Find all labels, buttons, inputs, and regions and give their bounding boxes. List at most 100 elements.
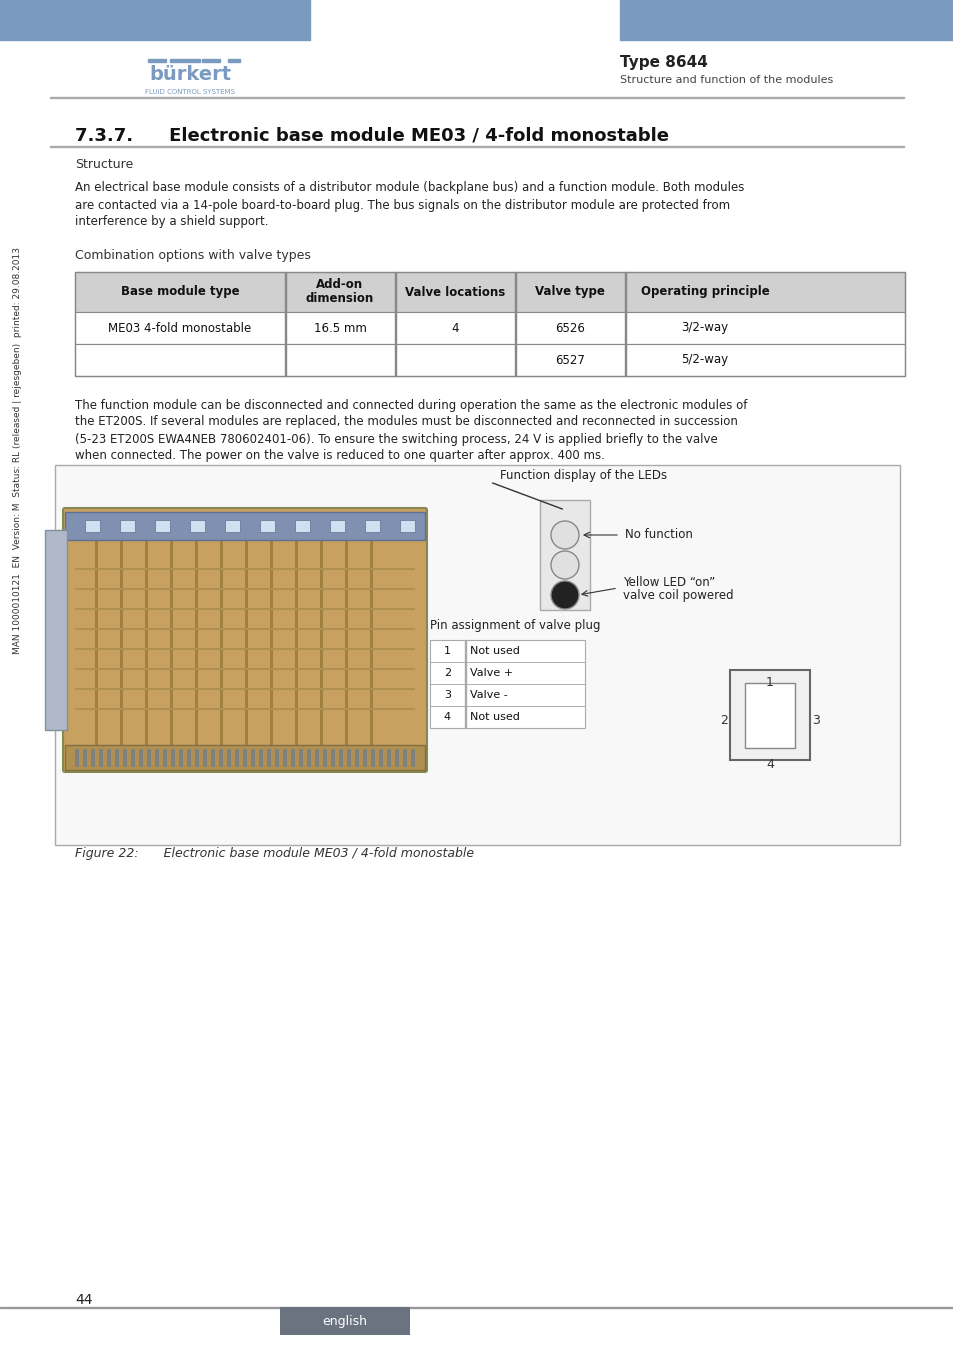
Bar (75, 688, 415, 690)
Bar (179, 749, 183, 767)
Text: Function display of the LEDs: Function display of the LEDs (499, 468, 666, 482)
Text: 44: 44 (75, 1293, 92, 1307)
Bar (387, 749, 391, 767)
Bar (75, 312, 904, 344)
Bar (95, 531, 98, 751)
Bar (330, 520, 345, 532)
Text: The function module can be disconnected and connected during operation the same : The function module can be disconnected … (75, 398, 746, 412)
Bar (619, 0, 953, 40)
Text: Yellow LED “on”: Yellow LED “on” (622, 575, 715, 589)
Bar (203, 749, 207, 767)
Bar (145, 531, 148, 751)
FancyBboxPatch shape (63, 508, 427, 772)
Text: 2: 2 (443, 668, 451, 678)
Bar (75, 628, 415, 630)
Bar (194, 531, 198, 751)
Bar (120, 520, 135, 532)
Bar (430, 662, 584, 684)
Text: 2: 2 (720, 714, 727, 726)
Bar (294, 531, 297, 751)
Bar (75, 608, 415, 610)
Bar (163, 749, 167, 767)
Text: 4: 4 (443, 711, 451, 722)
Bar (55, 464, 899, 845)
Bar (260, 520, 274, 532)
Bar (399, 520, 415, 532)
Bar (363, 749, 367, 767)
Bar (245, 531, 248, 751)
Text: 7.3.7.  Electronic base module ME03 / 4-fold monostable: 7.3.7. Electronic base module ME03 / 4-f… (75, 126, 668, 144)
Bar (170, 531, 172, 751)
Bar (83, 749, 87, 767)
Text: 1: 1 (765, 675, 773, 688)
Text: are contacted via a 14-pole board-to-board plug. The bus signals on the distribu: are contacted via a 14-pole board-to-boa… (75, 198, 729, 212)
Text: Valve type: Valve type (535, 285, 604, 298)
Bar (225, 520, 240, 532)
Text: Add-on: Add-on (316, 278, 363, 292)
Bar (190, 520, 205, 532)
Bar (75, 344, 904, 377)
Bar (75, 707, 415, 710)
Text: 6526: 6526 (555, 321, 584, 335)
Text: 16.5 mm: 16.5 mm (314, 321, 366, 335)
Bar (75, 568, 415, 570)
Bar (323, 749, 327, 767)
Bar (219, 749, 223, 767)
Bar (267, 749, 271, 767)
Bar (395, 749, 398, 767)
Text: Operating principle: Operating principle (640, 285, 768, 298)
Bar (154, 520, 170, 532)
Bar (355, 749, 358, 767)
Circle shape (551, 521, 578, 549)
Text: Structure and function of the modules: Structure and function of the modules (619, 76, 832, 85)
Bar (75, 589, 415, 590)
Bar (85, 520, 100, 532)
Bar (75, 749, 79, 767)
Bar (75, 648, 415, 649)
Bar (274, 749, 278, 767)
Bar (120, 531, 123, 751)
Bar (187, 749, 191, 767)
Bar (65, 512, 424, 540)
Bar (220, 531, 223, 751)
Bar (539, 500, 589, 610)
Bar (280, 1307, 410, 1335)
Text: interference by a shield support.: interference by a shield support. (75, 216, 268, 228)
Bar (45, 531, 67, 730)
Bar (331, 749, 335, 767)
Bar (430, 706, 584, 728)
Text: Figure 22:  Electronic base module ME03 / 4-fold monostable: Figure 22: Electronic base module ME03 /… (75, 846, 474, 860)
Bar (131, 749, 135, 767)
Circle shape (551, 580, 578, 609)
Text: Valve -: Valve - (470, 690, 507, 701)
Bar (371, 749, 375, 767)
Bar (270, 531, 273, 751)
Text: Base module type: Base module type (121, 285, 239, 298)
Bar (227, 749, 231, 767)
Bar (211, 749, 214, 767)
Text: Pin assignment of valve plug: Pin assignment of valve plug (430, 618, 599, 632)
Bar (99, 749, 103, 767)
Bar (170, 59, 200, 62)
Bar (148, 59, 166, 62)
Bar (243, 749, 247, 767)
Text: Structure: Structure (75, 158, 133, 171)
Bar (115, 749, 119, 767)
Bar (75, 271, 904, 312)
Text: MAN 1000010121  EN  Version: M  Status: RL (released | rejesgeben)  printed: 29.: MAN 1000010121 EN Version: M Status: RL … (13, 247, 23, 653)
Bar (338, 749, 343, 767)
Bar (378, 749, 382, 767)
Bar (283, 749, 287, 767)
Bar (75, 668, 415, 670)
Bar (744, 683, 794, 748)
Text: Type 8644: Type 8644 (619, 55, 707, 70)
Bar (154, 749, 159, 767)
Bar (430, 640, 584, 728)
Text: ME03 4-fold monostable: ME03 4-fold monostable (109, 321, 252, 335)
Bar (314, 749, 318, 767)
Text: 3/2-way: 3/2-way (680, 321, 728, 335)
Bar (258, 749, 263, 767)
Bar (430, 684, 584, 706)
Bar (319, 531, 323, 751)
Bar (345, 531, 348, 751)
